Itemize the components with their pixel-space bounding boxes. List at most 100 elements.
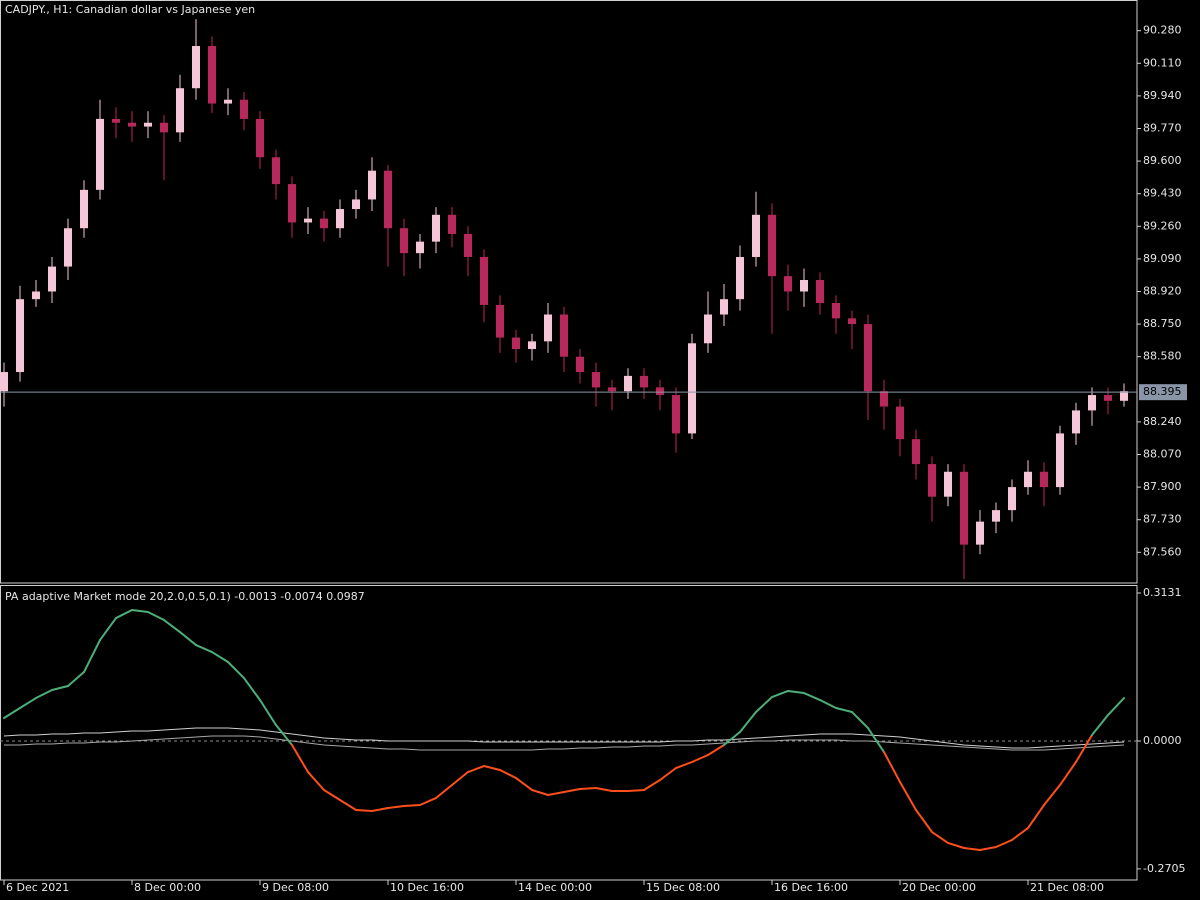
y-tick-label: 0.3131 xyxy=(1143,586,1182,599)
candle-body xyxy=(384,170,392,229)
y-tick-label: 88.750 xyxy=(1143,317,1182,330)
indicator-segment xyxy=(547,791,565,796)
indicator-segment xyxy=(995,839,1013,849)
indicator-segment xyxy=(483,765,501,771)
candle-body xyxy=(320,218,328,229)
indicator-segment xyxy=(163,619,181,634)
candle-body xyxy=(32,291,40,300)
candle-body xyxy=(992,510,1000,522)
indicator-segment xyxy=(147,611,165,622)
candle-body xyxy=(1120,391,1128,401)
y-tick-label: 89.600 xyxy=(1143,154,1182,167)
indicator-segment xyxy=(3,707,21,720)
candle-body xyxy=(768,214,776,277)
candle-body xyxy=(800,279,808,292)
y-tick-label: 89.260 xyxy=(1143,219,1182,232)
candle-body xyxy=(272,157,280,185)
signal-line xyxy=(4,735,1125,751)
indicator-segment xyxy=(307,771,325,791)
y-tick-label: 90.280 xyxy=(1143,24,1182,37)
candle-body xyxy=(208,46,216,104)
candle-body xyxy=(864,324,872,392)
x-tick-label: 10 Dec 16:00 xyxy=(390,881,464,894)
x-tick-label: 9 Dec 08:00 xyxy=(262,881,329,894)
candle-body xyxy=(816,279,824,304)
indicator-segment xyxy=(563,787,581,794)
candle-body xyxy=(928,464,936,497)
indicator-segment xyxy=(627,788,645,793)
indicator-segment xyxy=(723,731,741,747)
candle-body xyxy=(1056,433,1064,488)
candle-body xyxy=(480,256,488,305)
indicator-segment xyxy=(355,808,373,813)
candle-body xyxy=(736,256,744,300)
indicator-segment xyxy=(67,671,85,688)
x-tick-label: 16 Dec 16:00 xyxy=(774,881,848,894)
candle-body xyxy=(544,314,552,342)
indicator-segment xyxy=(1043,784,1061,807)
x-tick-label: 8 Dec 00:00 xyxy=(134,881,201,894)
candle-body xyxy=(944,471,952,497)
indicator-segment xyxy=(419,797,437,807)
indicator-segment xyxy=(915,808,933,834)
indicator-segment xyxy=(595,787,613,793)
candle-body xyxy=(416,241,424,254)
x-tick-label: 14 Dec 00:00 xyxy=(518,881,592,894)
candle-body xyxy=(560,314,568,357)
indicator-segment xyxy=(803,692,821,702)
candle-body xyxy=(496,304,504,338)
y-tick-label: 87.900 xyxy=(1143,480,1182,493)
y-tick-label: 0.0000 xyxy=(1143,734,1182,747)
y-tick-label: 90.110 xyxy=(1143,56,1182,69)
indicator-segment xyxy=(403,804,421,808)
candle-body xyxy=(128,122,136,127)
indicator-segment xyxy=(659,767,677,782)
candle-body xyxy=(880,391,888,407)
y-tick-label: 89.940 xyxy=(1143,89,1182,102)
candle-body xyxy=(1040,471,1048,488)
indicator-segment xyxy=(691,754,709,763)
candle-body xyxy=(960,471,968,545)
candle-body xyxy=(784,276,792,292)
candle-body xyxy=(688,343,696,434)
chart-title: CADJPY., H1: Canadian dollar vs Japanese… xyxy=(5,3,255,16)
indicator-segment xyxy=(771,689,789,699)
candle-body xyxy=(1072,410,1080,434)
x-tick-label: 20 Dec 00:00 xyxy=(902,881,976,894)
candle-body xyxy=(64,228,72,267)
indicator-segment xyxy=(707,744,725,757)
candle-body xyxy=(96,118,104,190)
candle-body xyxy=(48,266,56,292)
indicator-segment xyxy=(211,651,229,664)
candle-body xyxy=(336,209,344,229)
candle-body xyxy=(304,218,312,223)
indicator-segment xyxy=(963,846,981,852)
candle-body xyxy=(400,228,408,254)
candle-body xyxy=(624,375,632,392)
candle-body xyxy=(896,406,904,440)
y-tick-label: 87.560 xyxy=(1143,545,1182,558)
y-tick-label: -0.2705 xyxy=(1143,862,1185,875)
candle-body xyxy=(224,99,232,104)
candle-body xyxy=(80,189,88,229)
indicator-segment xyxy=(323,788,341,802)
x-tick-label: 6 Dec 2021 xyxy=(6,881,69,894)
indicator-segment xyxy=(131,609,149,614)
indicator-segment xyxy=(99,617,117,642)
candle-body xyxy=(352,199,360,210)
indicator-segment xyxy=(275,724,293,747)
indicator-segment xyxy=(291,744,309,774)
candle-body xyxy=(1008,487,1016,511)
indicator-segment xyxy=(1075,734,1093,763)
indicator-segment xyxy=(851,711,869,730)
candle-body xyxy=(720,299,728,315)
candle-body xyxy=(256,118,264,158)
y-tick-label: 88.580 xyxy=(1143,350,1182,363)
indicator-segment xyxy=(339,799,357,811)
y-tick-label: 87.730 xyxy=(1143,513,1182,526)
indicator-segment xyxy=(867,727,885,754)
y-tick-label: 89.430 xyxy=(1143,187,1182,200)
